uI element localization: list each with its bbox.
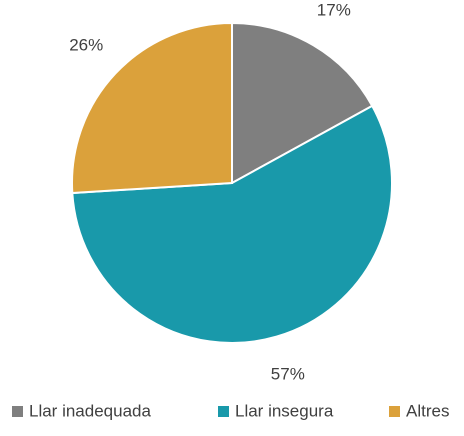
legend-swatch (218, 406, 229, 417)
legend-swatch (389, 406, 400, 417)
data-label: 17% (317, 0, 351, 19)
pie-slice (71, 21, 233, 195)
legend-label: Llar inadequada (29, 401, 151, 420)
data-label: 26% (69, 36, 103, 55)
pie-slice (231, 21, 374, 185)
legend-label: Altres (406, 401, 449, 420)
data-label: 57% (271, 365, 305, 384)
legend-swatch (12, 406, 23, 417)
pie-slice (71, 104, 393, 344)
legend-label: Llar insegura (235, 401, 334, 420)
